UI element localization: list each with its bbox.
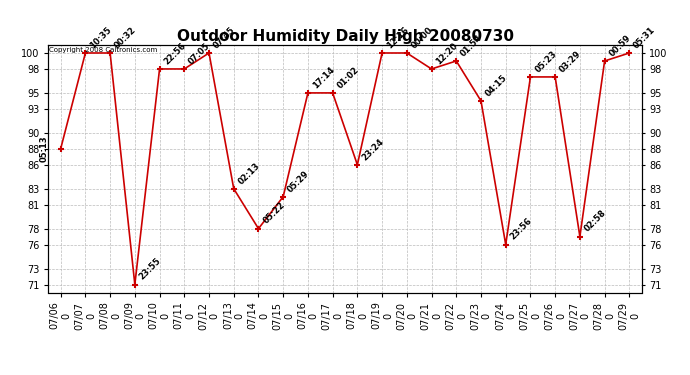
- Text: 01:02: 01:02: [335, 65, 361, 90]
- Text: Copyright 2008 Caltronics.com: Copyright 2008 Caltronics.com: [50, 48, 158, 54]
- Title: Outdoor Humidity Daily High 20080730: Outdoor Humidity Daily High 20080730: [177, 29, 513, 44]
- Text: 04:15: 04:15: [484, 73, 509, 98]
- Text: 05:23: 05:23: [533, 49, 558, 74]
- Text: 17:14: 17:14: [310, 65, 336, 90]
- Text: 22:56: 22:56: [162, 41, 188, 66]
- Text: 00:32: 00:32: [113, 25, 138, 50]
- Text: 00:59: 00:59: [607, 33, 633, 58]
- Text: 12:16: 12:16: [385, 25, 411, 50]
- Text: 02:58: 02:58: [582, 209, 608, 234]
- Text: 03:29: 03:29: [558, 49, 583, 74]
- Text: 02:13: 02:13: [237, 161, 262, 186]
- Text: 10:35: 10:35: [88, 25, 113, 50]
- Text: 12:20: 12:20: [434, 41, 460, 66]
- Text: 05:22: 05:22: [262, 201, 286, 226]
- Text: 05:31: 05:31: [632, 25, 658, 50]
- Text: 23:24: 23:24: [360, 137, 386, 162]
- Text: 01:54: 01:54: [459, 33, 484, 58]
- Text: 23:56: 23:56: [509, 216, 534, 242]
- Text: 07:45: 07:45: [212, 25, 237, 50]
- Text: 07:05: 07:05: [187, 41, 212, 66]
- Text: 00:00: 00:00: [410, 25, 435, 50]
- Text: 05:29: 05:29: [286, 169, 311, 194]
- Text: 05:13: 05:13: [39, 135, 48, 162]
- Text: 23:55: 23:55: [137, 256, 163, 282]
